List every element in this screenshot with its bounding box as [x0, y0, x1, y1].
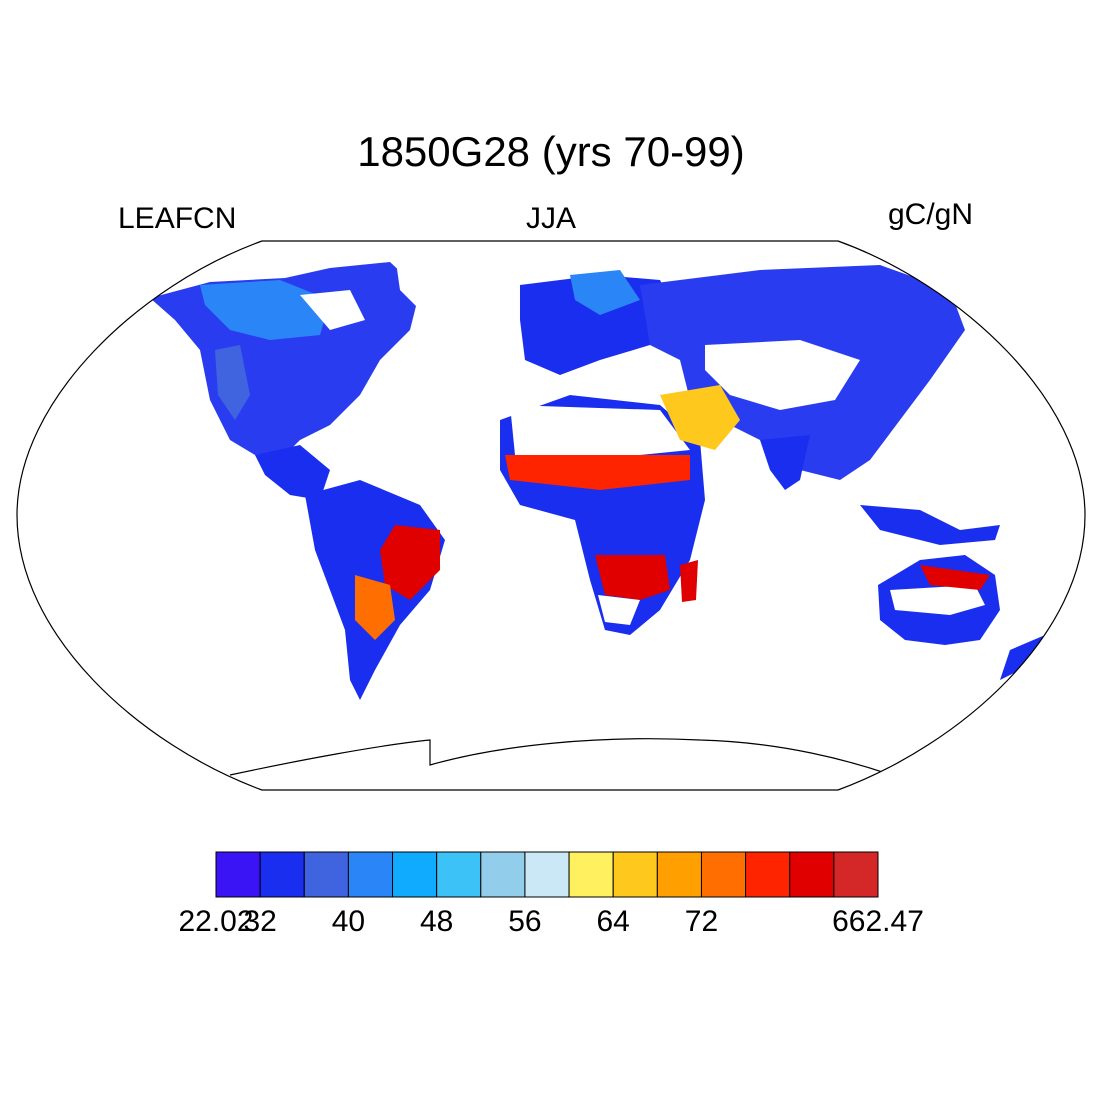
- colorbar-tick-label: 64: [596, 905, 630, 938]
- south-america-east: [380, 525, 440, 600]
- colorbar-box: [347, 851, 394, 898]
- australia-center: [890, 585, 985, 615]
- new-zealand: [1000, 635, 1045, 680]
- colorbar-box: [303, 851, 349, 898]
- colorbar-box: [833, 851, 879, 898]
- season-label: JJA: [525, 202, 576, 235]
- middle-east: [660, 385, 740, 450]
- colorbar-box: [612, 851, 658, 898]
- colorbar-tick-label: 40: [331, 905, 366, 938]
- colorbar-tick-label: 56: [508, 905, 542, 938]
- north-america-white: [300, 290, 365, 330]
- colorbar-box: [700, 851, 747, 898]
- north-america-north: [200, 280, 330, 340]
- southern-africa: [595, 555, 670, 600]
- sahara-white: [510, 405, 690, 460]
- central-america-land: [255, 445, 330, 500]
- colorbar-box: [745, 851, 791, 898]
- colorbar-box: [656, 851, 702, 898]
- madagascar: [680, 560, 698, 602]
- colorbar-box: [789, 851, 835, 898]
- colorbar-box: [568, 851, 614, 898]
- scandinavia: [570, 270, 640, 315]
- australia-north: [920, 565, 990, 590]
- colorbar-tick-label: 662.47: [832, 905, 924, 938]
- colorbar-box: [392, 851, 438, 898]
- south-america-south: [355, 575, 395, 640]
- greenland: [395, 250, 445, 310]
- kalahari-white: [598, 595, 640, 625]
- map-border: [16, 240, 1086, 791]
- colorbar-box: [480, 851, 526, 898]
- colorbar-box: [436, 851, 482, 898]
- colorbar-box: [259, 851, 305, 898]
- colorbar-box: [215, 851, 261, 898]
- colorbar-tick-label: 32: [243, 905, 277, 938]
- colorbar-box: [524, 851, 570, 898]
- southeast-asia-islands: [860, 505, 1000, 545]
- units-label: gC/gN: [888, 198, 974, 231]
- sahel-band: [505, 455, 690, 490]
- central-asia-white: [705, 340, 860, 410]
- north-america-west: [215, 345, 250, 420]
- antarctica-coastline: [229, 738, 901, 779]
- colorbar-tick-label: 48: [419, 905, 454, 938]
- map-title: 1850G28 (yrs 70-99): [357, 128, 745, 175]
- india: [760, 435, 810, 490]
- colorbar-tick-label: 22.02: [178, 905, 254, 938]
- land-field: [150, 250, 1045, 700]
- colorbar-tick-label: 72: [684, 905, 719, 938]
- variable-label: LEAFCN: [118, 202, 237, 235]
